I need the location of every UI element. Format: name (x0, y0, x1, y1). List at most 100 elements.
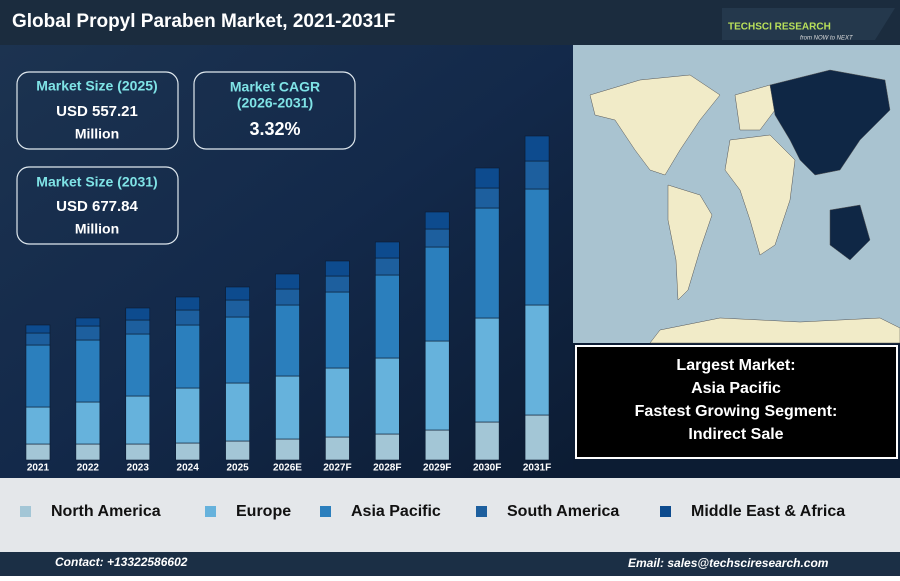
bar-segment (75, 325, 101, 341)
legend-label: Asia Pacific (351, 503, 441, 520)
bar-segment (25, 406, 51, 445)
bar-segment (275, 288, 300, 306)
bar-segment (125, 395, 151, 445)
legend-swatch (660, 506, 671, 517)
card-title: Market Size (2025) (36, 78, 157, 94)
legend-label: Middle East & Africa (691, 503, 845, 520)
bar-segment (375, 274, 400, 359)
x-tick-label: 2021 (27, 463, 50, 474)
bar-segment (225, 286, 250, 301)
card-unit: Million (75, 126, 119, 142)
bar-segment (474, 187, 500, 209)
logo-tagline: from NOW to NEXT (800, 36, 854, 42)
bar-segment (325, 275, 350, 293)
x-tick-label: 2027F (323, 463, 351, 474)
x-tick-label: 2026E (273, 463, 302, 474)
bar-segment (275, 438, 300, 461)
bar-segment (474, 317, 500, 423)
x-tick-label: 2023 (127, 463, 150, 474)
card-value: 3.32% (249, 119, 300, 139)
bar-segment (225, 440, 250, 461)
bar-segment (275, 273, 300, 290)
bar-segment (175, 387, 200, 444)
card-title: Market CAGR (230, 79, 320, 95)
x-tick-label: 2025 (226, 463, 249, 474)
info-text: Indirect Sale (688, 426, 783, 443)
bar-segment (424, 211, 450, 230)
bar-segment (25, 332, 51, 346)
footer-bar (0, 552, 900, 576)
bar-segment (25, 344, 51, 408)
bar-segment (375, 257, 400, 276)
bar-segment (375, 241, 400, 259)
legend-swatch (476, 506, 487, 517)
bar-segment (175, 442, 200, 461)
bar-segment (424, 340, 450, 431)
x-tick-label: 2024 (177, 463, 200, 474)
legend-swatch (20, 506, 31, 517)
bar-segment (325, 291, 350, 369)
x-tick-label: 2029F (423, 463, 451, 474)
bar-segment (225, 299, 250, 318)
bar-segment (524, 304, 550, 416)
bar-segment (375, 433, 400, 461)
legend-label: North America (51, 503, 161, 520)
bar-segment (25, 443, 51, 461)
bar-segment (125, 319, 151, 335)
bar-segment (225, 316, 250, 384)
x-tick-label: 2028F (373, 463, 401, 474)
bar-segment (175, 296, 200, 311)
x-tick-label: 2031F (523, 463, 551, 474)
bar-segment (75, 339, 101, 403)
bar-segment (125, 307, 151, 321)
bar-segment (325, 436, 350, 461)
bar-segment (474, 207, 500, 319)
bar-segment (125, 333, 151, 397)
card (16, 71, 179, 150)
legend-swatch (205, 506, 216, 517)
card-unit: Million (75, 221, 119, 237)
bar-segment (175, 309, 200, 326)
bar-segment (524, 135, 550, 162)
bar-segment (275, 304, 300, 377)
info-text: Asia Pacific (691, 380, 781, 397)
bar-segment (375, 357, 400, 435)
footer-email: Email: sales@techsciresearch.com (628, 556, 829, 570)
x-tick-label: 2022 (77, 463, 100, 474)
footer-contact: Contact: +13322586602 (55, 555, 188, 569)
chart-title: Global Propyl Paraben Market, 2021-2031F (12, 11, 395, 32)
card-period: (2026-2031) (237, 95, 313, 111)
card-title: Market Size (2031) (36, 174, 157, 190)
legend-swatch (320, 506, 331, 517)
bar-segment (524, 160, 550, 190)
card (16, 166, 179, 245)
bar-segment (75, 401, 101, 445)
bar-segment (25, 324, 51, 334)
bar-segment (424, 429, 450, 461)
bar-segment (325, 367, 350, 438)
bar-segment (125, 443, 151, 461)
legend-label: South America (507, 503, 619, 520)
logo-name: TECHSCI RESEARCH (728, 22, 831, 33)
world-map (573, 45, 900, 344)
bar-segment (474, 421, 500, 461)
bar-segment (75, 443, 101, 461)
bar-segment (524, 188, 550, 306)
info-box (575, 345, 898, 459)
bar-segment (424, 228, 450, 248)
bar-segment (225, 382, 250, 442)
bar-segment (75, 317, 101, 327)
card-value: USD 557.21 (56, 103, 138, 120)
bar-segment (424, 246, 450, 342)
bar-segment (524, 414, 550, 461)
card (193, 71, 356, 150)
x-tick-label: 2030F (473, 463, 501, 474)
logo-box (722, 8, 895, 40)
info-text: Largest Market: (676, 357, 795, 374)
bar-segment (175, 324, 200, 389)
info-text: Fastest Growing Segment: (635, 403, 838, 420)
bar-segment (325, 260, 350, 277)
bar-segment (474, 167, 500, 189)
legend-label: Europe (236, 503, 291, 520)
